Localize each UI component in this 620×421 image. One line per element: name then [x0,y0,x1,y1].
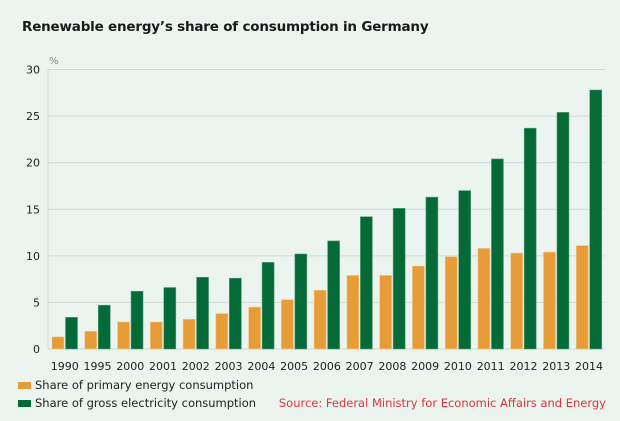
bar-primary-2001 [149,321,163,350]
bar-primary-2007 [346,275,360,350]
legend-swatch-electricity [18,399,31,407]
bar-electricity-2009 [425,196,439,350]
bar-primary-2011 [477,248,491,350]
bar-electricity-1995 [97,304,111,350]
y-tick-label: 15 [26,203,40,216]
bar-electricity-2004 [261,262,275,350]
legend-item-electricity: Share of gross electricity consumption [18,396,256,410]
bar-primary-2012 [510,252,524,350]
y-tick-label: 25 [26,110,40,123]
bar-electricity-2006 [327,240,340,350]
y-axis-ticks: 0 5 10 15 20 25 30 [26,64,40,357]
bar-electricity-2000 [130,290,144,350]
y-tick-label: 20 [26,157,40,170]
source-note: Source: Federal Ministry for Economic Af… [278,396,606,410]
x-tick-label: 2012 [509,360,537,373]
bar-primary-2010 [444,256,458,350]
bar-primary-2006 [313,290,327,350]
bar-primary-1995 [84,330,98,350]
x-tick-label: 1995 [84,360,112,373]
y-tick-label: 0 [33,343,40,356]
x-tick-label: 2013 [542,360,570,373]
bar-primary-2002 [182,318,196,350]
x-tick-label: 2004 [247,360,275,373]
y-tick-label: 5 [33,296,40,309]
legend-swatch-primary [18,381,31,389]
legend-label-primary: Share of primary energy consumption [35,378,254,392]
bar-primary-2004 [248,306,261,350]
bar-electricity-2003 [229,277,242,350]
x-tick-label: 2000 [116,360,144,373]
x-axis-ticks: 1990 1995 2000 2001 2002 2003 2004 2005 2006 2007… [51,360,603,373]
bar-primary-2008 [379,275,392,350]
y-tick-label: 10 [26,250,40,263]
bar-primary-1990 [51,336,65,350]
x-tick-label: 2001 [149,360,177,373]
bar-primary-2005 [281,299,294,350]
bar-electricity-2007 [360,216,373,350]
x-tick-label: 2007 [346,360,374,373]
bar-electricity-2012 [523,127,537,350]
x-tick-label: 1990 [51,360,79,373]
x-tick-label: 2002 [182,360,210,373]
x-tick-label: 2008 [378,360,406,373]
x-tick-label: 2005 [280,360,308,373]
bar-primary-2003 [215,313,229,350]
bar-electricity-2011 [491,158,504,350]
bar-primary-2014 [575,245,589,350]
bar-primary-2013 [543,251,556,350]
x-tick-label: 2006 [313,360,341,373]
bar-electricity-2014 [589,89,603,350]
legend-item-primary: Share of primary energy consumption [18,378,253,392]
legend-label-electricity: Share of gross electricity consumption [35,396,257,410]
bar-electricity-2001 [163,287,177,350]
bar-electricity-2010 [458,190,471,350]
bars [51,89,603,350]
x-tick-label: 2003 [215,360,243,373]
bar-primary-2009 [412,265,425,350]
bar-electricity-2013 [556,112,570,350]
bar-electricity-2002 [196,276,209,350]
bar-electricity-1990 [65,317,78,350]
bar-electricity-2008 [392,208,406,350]
x-tick-label: 2011 [477,360,505,373]
x-tick-label: 2010 [444,360,472,373]
bar-electricity-2005 [294,253,308,350]
bar-primary-2000 [117,321,130,350]
chart-title: Renewable energy’s share of consumption … [22,19,429,35]
x-tick-label: 2009 [411,360,439,373]
x-tick-label: 2014 [575,360,603,373]
y-tick-label: 30 [26,64,40,77]
y-axis-unit-label: % [49,56,59,67]
